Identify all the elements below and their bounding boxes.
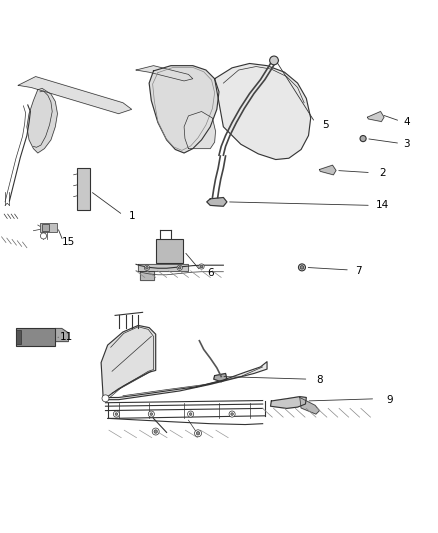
Circle shape bbox=[177, 265, 182, 270]
Polygon shape bbox=[55, 328, 68, 342]
Circle shape bbox=[200, 265, 203, 268]
Polygon shape bbox=[16, 328, 55, 346]
Circle shape bbox=[150, 413, 152, 415]
Polygon shape bbox=[77, 168, 90, 210]
Circle shape bbox=[187, 411, 194, 417]
Text: 9: 9 bbox=[386, 394, 392, 405]
Polygon shape bbox=[367, 111, 384, 122]
Circle shape bbox=[298, 264, 305, 271]
Circle shape bbox=[360, 135, 366, 142]
Circle shape bbox=[178, 266, 181, 269]
Circle shape bbox=[229, 411, 235, 417]
Polygon shape bbox=[27, 88, 57, 153]
Polygon shape bbox=[300, 398, 319, 414]
Circle shape bbox=[145, 265, 150, 270]
Polygon shape bbox=[138, 264, 188, 271]
Circle shape bbox=[40, 233, 46, 239]
Polygon shape bbox=[18, 77, 132, 114]
Polygon shape bbox=[319, 165, 336, 175]
Circle shape bbox=[270, 56, 279, 65]
Circle shape bbox=[231, 413, 233, 415]
Text: 2: 2 bbox=[379, 168, 386, 177]
Polygon shape bbox=[103, 362, 267, 400]
Polygon shape bbox=[141, 271, 153, 280]
Circle shape bbox=[113, 411, 120, 417]
Circle shape bbox=[146, 266, 148, 269]
Text: 14: 14 bbox=[376, 200, 389, 211]
Polygon shape bbox=[42, 224, 49, 231]
Polygon shape bbox=[184, 111, 215, 149]
Text: 1: 1 bbox=[128, 211, 135, 221]
Polygon shape bbox=[16, 330, 21, 344]
Polygon shape bbox=[101, 326, 155, 400]
Circle shape bbox=[148, 411, 154, 417]
Text: 4: 4 bbox=[403, 117, 410, 127]
Circle shape bbox=[154, 430, 157, 433]
Circle shape bbox=[152, 428, 159, 435]
Circle shape bbox=[199, 264, 204, 269]
Circle shape bbox=[300, 265, 304, 269]
Circle shape bbox=[115, 413, 118, 415]
Text: 15: 15 bbox=[62, 237, 75, 247]
Text: 7: 7 bbox=[355, 266, 362, 276]
Text: 5: 5 bbox=[323, 119, 329, 130]
Circle shape bbox=[189, 413, 192, 415]
Text: 11: 11 bbox=[60, 332, 73, 342]
Polygon shape bbox=[215, 63, 311, 159]
Circle shape bbox=[102, 395, 109, 402]
Polygon shape bbox=[136, 66, 193, 81]
Text: 6: 6 bbox=[207, 268, 214, 278]
Circle shape bbox=[196, 432, 200, 435]
Polygon shape bbox=[271, 397, 306, 408]
Polygon shape bbox=[207, 198, 227, 206]
Polygon shape bbox=[149, 66, 219, 153]
Text: 3: 3 bbox=[403, 139, 410, 149]
Polygon shape bbox=[155, 239, 183, 263]
Polygon shape bbox=[40, 223, 57, 231]
Circle shape bbox=[194, 430, 201, 437]
Polygon shape bbox=[214, 374, 227, 382]
Text: 8: 8 bbox=[316, 375, 323, 385]
